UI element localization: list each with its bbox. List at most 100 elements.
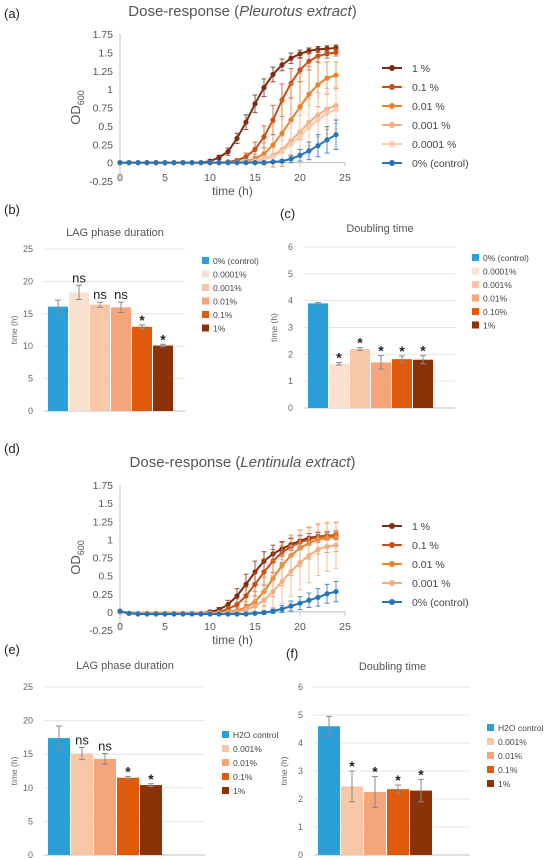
- c4-significance-label: ns: [75, 732, 89, 747]
- c3-data-point: [225, 611, 231, 617]
- c0-data-point: [324, 51, 330, 57]
- c2-bar-5: [413, 359, 433, 408]
- c2-legend-label: 0.0001%: [483, 267, 517, 277]
- c1-legend-label: 0.0001%: [213, 270, 247, 280]
- c3-data-point: [252, 569, 258, 575]
- c0-data-point: [171, 160, 177, 166]
- c0-data-point: [306, 124, 312, 130]
- c0-data-point: [261, 134, 267, 140]
- c5-legend-label: H2O control: [498, 723, 543, 733]
- c5-bar-4: [410, 790, 432, 855]
- c3-legend-label: 0.1 %: [412, 540, 439, 552]
- c0-data-point: [252, 160, 258, 166]
- c4-y-tick-label: 25: [23, 682, 33, 692]
- c0-series-0: [117, 44, 339, 166]
- c0-title: Dose-response (Pleurotus extract): [128, 3, 356, 20]
- c3-data-point: [234, 611, 240, 617]
- c0-data-point: [252, 146, 258, 152]
- c0-y-tick-label: -0.25: [89, 176, 113, 188]
- c0-x-tick-label: 5: [162, 172, 168, 184]
- c1-legend-swatch: [202, 311, 209, 318]
- c0-legend-marker: [389, 84, 395, 90]
- c1-legend-swatch: [202, 284, 209, 291]
- c2-legend-swatch: [472, 254, 479, 261]
- c3-y-tick-label: 1.5: [98, 498, 113, 510]
- c4-legend-swatch: [222, 787, 229, 794]
- c5-bar-3: [387, 789, 409, 855]
- c3-y-tick-label: -0.25: [89, 625, 113, 637]
- c2-y-tick-label: 2: [288, 349, 293, 359]
- c1-y-axis-label: time (h): [9, 315, 19, 344]
- c0-data-point: [333, 49, 339, 55]
- c0-title-italic: Pleurotus extract: [239, 3, 352, 20]
- c5-y-tick-label: 6: [298, 682, 303, 692]
- c0-y-tick-label: 0.75: [93, 103, 114, 115]
- c0-data-point: [126, 160, 132, 166]
- chart-f-doubling-time: Doubling time 0 1 2 3 4 5 6 time (h) H2O control *…: [279, 661, 543, 860]
- c3-y-axis-label-main: OD: [68, 555, 83, 575]
- c1-significance-label: *: [160, 331, 166, 347]
- c0-data-point: [297, 133, 303, 139]
- c0-data-point: [279, 149, 285, 155]
- panel-label-f: (f): [286, 646, 298, 661]
- c0-data-point: [324, 110, 330, 116]
- c4-significance-label: *: [125, 763, 131, 779]
- c4-legend-label: 0.1%: [233, 772, 253, 782]
- c5-significance-label: *: [349, 758, 355, 774]
- c1-y-tick-label: 0: [28, 406, 33, 416]
- c0-data-point: [261, 85, 267, 91]
- c3-data-point: [153, 611, 159, 617]
- c0-data-point: [243, 160, 249, 166]
- c4-y-tick-label: 0: [28, 850, 33, 860]
- c0-data-point: [297, 152, 303, 158]
- c3-data-point: [189, 611, 195, 617]
- c2-y-axis-label: time (h): [269, 313, 279, 342]
- c0-legend-label: 0.01 %: [412, 101, 445, 113]
- c4-bar-2: [94, 758, 116, 855]
- c0-y-tick-label: 0.5: [98, 121, 113, 133]
- c2-bar-2: [350, 348, 370, 408]
- c0-x-tick-label: 15: [249, 172, 261, 184]
- c5-y-axis-label: time (h): [279, 756, 289, 785]
- c2-legend-swatch: [472, 308, 479, 315]
- c0-x-tick-label: 20: [294, 172, 306, 184]
- c2-legend-swatch: [472, 294, 479, 302]
- c0-y-tick-label: 1.75: [93, 29, 114, 41]
- c4-legend-swatch: [222, 731, 229, 738]
- c5-y-tick-label: 1: [298, 822, 303, 832]
- c1-bar-1: [69, 292, 89, 411]
- c3-data-point: [126, 610, 132, 616]
- c0-data-point: [288, 141, 294, 147]
- c3-data-point: [261, 569, 267, 575]
- c0-data-point: [333, 45, 339, 51]
- c1-legend-label: 1%: [213, 324, 226, 334]
- c0-data-point: [234, 160, 240, 166]
- c4-legend-swatch: [222, 773, 229, 780]
- c0-data-point: [216, 160, 222, 166]
- c3-data-point: [288, 568, 294, 574]
- c0-legend-marker: [389, 122, 395, 128]
- c2-legend-swatch: [472, 267, 479, 275]
- c1-legend-swatch: [202, 257, 209, 264]
- c0-data-point: [306, 58, 312, 64]
- c0-data-point: [180, 160, 186, 166]
- c0-y-tick-label: 1.5: [98, 47, 113, 59]
- c0-y-tick-label: 1: [107, 84, 113, 96]
- c0-data-point: [324, 46, 330, 52]
- chart-c-doubling-time: Doubling time 0 1 2 3 4 5 6 time (h) 0% (control)…: [269, 223, 529, 413]
- c3-legend-label: 1 %: [412, 521, 430, 533]
- c2-legend-swatch: [472, 321, 479, 329]
- c0-data-point: [315, 53, 321, 59]
- c3-data-point: [270, 588, 276, 595]
- c0-y-axis-label-sub: 600: [76, 90, 86, 105]
- c3-data-point: [252, 581, 258, 587]
- c3-x-tick-label: 25: [339, 621, 351, 633]
- c0-data-point: [261, 160, 267, 166]
- c5-y-tick-label: 4: [298, 738, 303, 748]
- c3-y-tick-label: 1: [107, 534, 113, 546]
- chart-e-lag-phase: LAG phase duration 0 5 10 15 20 25 time (h) H2O …: [9, 660, 278, 860]
- c5-title: Doubling time: [359, 661, 426, 673]
- c3-legend-marker: [389, 580, 395, 586]
- c3-data-point: [324, 591, 330, 597]
